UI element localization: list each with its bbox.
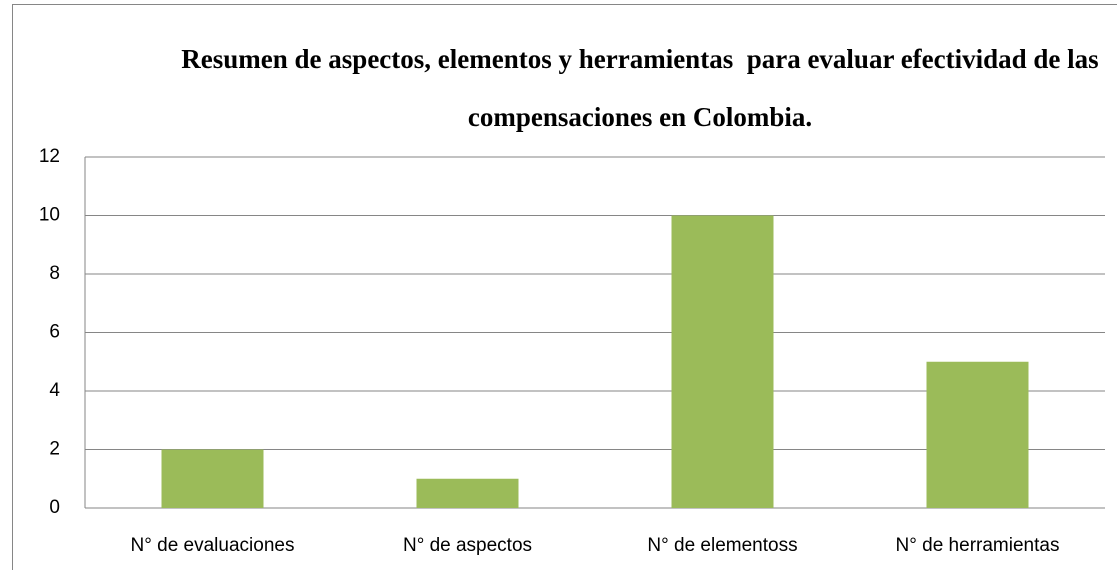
y-tick-label: 6: [49, 322, 60, 343]
y-tick-label: 12: [39, 146, 60, 167]
bar: [671, 215, 774, 508]
y-tick-label: 4: [49, 380, 60, 401]
y-tick-label: 2: [49, 439, 60, 460]
x-tick-label: N° de elementoss: [647, 535, 797, 556]
chart-frame: [12, 4, 1117, 570]
x-tick-label: N° de aspectos: [403, 535, 532, 556]
y-tick-label: 0: [49, 497, 60, 518]
x-tick-label: N° de herramientas: [896, 535, 1060, 556]
y-tick-label: 8: [49, 263, 60, 284]
x-tick-label: N° de evaluaciones: [131, 535, 295, 556]
bar: [926, 361, 1029, 508]
bar: [416, 478, 519, 508]
bar: [161, 449, 264, 508]
chart-title: Resumen de aspectos, elementos y herrami…: [181, 44, 1106, 132]
y-tick-label: 10: [39, 205, 60, 226]
